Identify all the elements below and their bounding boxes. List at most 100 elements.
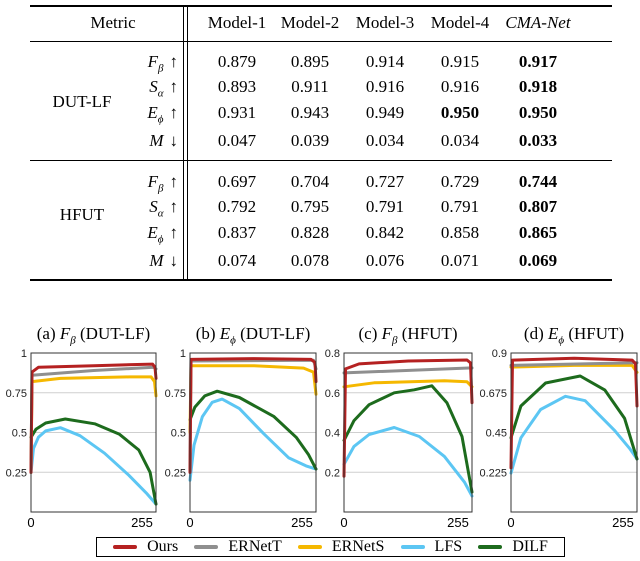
title-subscript: β [392,334,398,347]
y-tick-label: 0.9 [492,348,507,360]
series-line-ernett [188,358,318,474]
legend-swatch [400,545,425,549]
title-symbol: E [219,324,231,343]
table-value: 0.916 [365,77,405,96]
y-tick-label: 0.4 [325,428,340,440]
metric-arrow: ↑ [169,223,179,242]
plot-frame [343,352,473,513]
table-value: 0.916 [440,77,480,96]
title-symbol: F [59,324,71,343]
metric-symbol: M ↓ [149,251,178,277]
chart-legend: Ours ERNetT ERNetS LFS DILF [96,537,565,557]
x-tick-label: 0 [186,515,193,530]
y-tick-label: 0.45 [486,428,507,440]
title-subscript: ϕ [230,334,236,347]
table-value: 0.047 [217,131,257,150]
series-line-dilf [188,389,318,471]
title-prefix: (d) [523,324,544,343]
table-rule [30,160,612,161]
metric-base: M [149,251,164,270]
double-vertical-rule [187,6,188,279]
table-value: 0.837 [217,223,257,242]
title-symbol: E [548,324,559,343]
series-line-ours [509,356,639,470]
legend-item: Ours [113,538,178,556]
metric-arrow: ↑ [169,103,179,122]
y-tick-label: 0.5 [171,428,186,440]
double-vertical-rule [183,6,184,279]
metric-arrow: ↓ [169,251,179,270]
plot-frame [189,352,317,513]
table-value: 0.071 [440,251,480,270]
series-line-lfs [509,394,639,475]
x-tick-label: 255 [447,515,469,530]
table-value: 0.795 [290,197,330,216]
y-tick-label: 0.75 [165,388,186,400]
table-rule [30,41,612,42]
y-tick-label: 0.2 [325,467,340,479]
y-tick-label: 0.225 [479,467,507,479]
table-value: 0.074 [217,251,257,270]
table-value: 0.895 [290,52,330,71]
title-subscript: ϕ [558,334,565,347]
table-value: 0.034 [440,131,480,150]
title-subscript: β [70,334,76,347]
table-value: 0.949 [365,103,405,122]
table-rule [30,279,612,281]
table-value: 0.729 [440,172,480,191]
table-value: 0.076 [365,251,405,270]
metric-subscript: α [157,87,164,100]
table-value: 0.034 [365,131,405,150]
legend-label: LFS [434,538,463,555]
legend-swatch [194,545,219,549]
series-line-dilf [509,374,639,461]
chart-title: (d) Eϕ (HFUT) [524,324,624,350]
table-value: 0.828 [290,223,330,242]
legend-label: Ours [147,538,179,555]
table-value: 0.039 [290,131,330,150]
x-tick-label: 255 [291,515,313,530]
chart-0: 1 0.75 0.5 0.25 0 255 [6,348,158,530]
metric-symbol: Fβ ↑ [148,172,178,198]
metric-arrow: ↑ [169,77,179,96]
y-tick-label: 0.675 [479,388,507,400]
header-model: Model-2 [280,13,340,32]
x-tick-label: 255 [612,515,634,530]
table-value: 0.704 [290,172,330,191]
table-value: 0.911 [291,77,329,96]
series-line-lfs [188,397,318,482]
metric-base: F [147,52,159,71]
series-line-lfs [29,426,158,506]
title-dataset: (DUT-LF) [80,324,151,343]
metric-arrow: ↑ [169,172,179,191]
header-metric: Metric [90,13,136,32]
metric-base: S [149,197,158,216]
x-tick-label: 0 [27,515,34,530]
title-prefix: (b) [195,324,216,343]
table-value: 0.917 [518,52,558,71]
group-label: DUT-LF [52,92,112,111]
y-tick-label: 0.25 [165,467,186,479]
metric-base: E [147,103,158,122]
chart-title: (c) Fβ (HFUT) [359,324,458,350]
table-value: 0.931 [217,103,257,122]
header-model: Model-1 [207,13,267,32]
table-value: 0.807 [518,197,558,216]
legend-item: DILF [478,538,548,556]
table-value: 0.918 [518,77,558,96]
chart-3: 0.9 0.675 0.45 0.225 0 255 [479,348,639,530]
metric-subscript: α [157,207,164,220]
metric-symbol: Fβ ↑ [148,52,178,78]
legend-swatch [113,545,138,549]
title-dataset: (DUT-LF) [240,324,311,343]
title-prefix: (a) [36,324,56,343]
series-line-dilf [342,384,474,494]
legend-label: ERNetS [331,538,385,555]
table-rule [30,5,612,7]
title-dataset: (HFUT) [401,324,458,343]
metric-symbol: Eϕ ↑ [147,103,178,129]
table-value: 0.879 [217,52,257,71]
table-value: 0.943 [290,103,330,122]
